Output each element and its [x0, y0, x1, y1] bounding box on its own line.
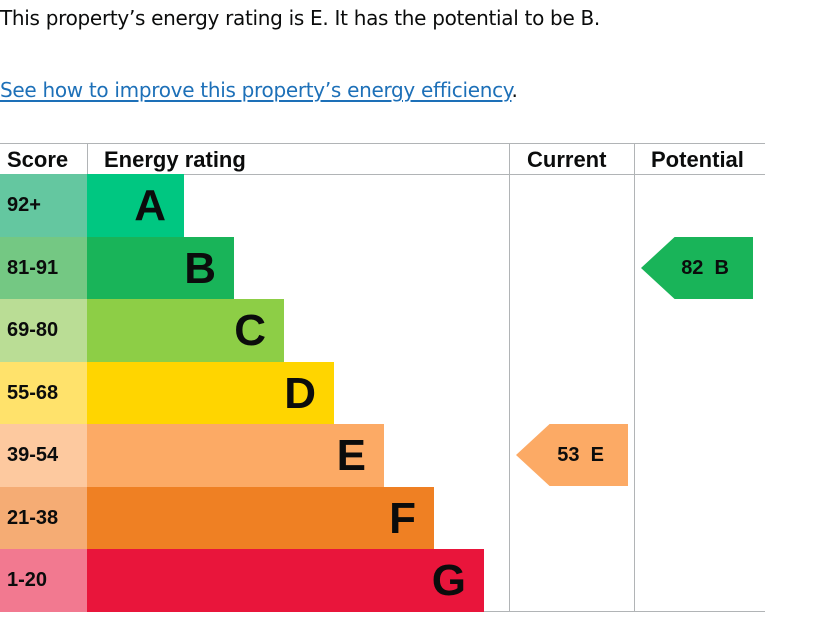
score-range: 55-68 — [0, 361, 87, 424]
band-bar-f: F — [87, 486, 434, 549]
score-range: 92+ — [0, 174, 87, 237]
bottom-border — [0, 611, 765, 612]
link-suffix: . — [511, 78, 518, 102]
improve-line: See how to improve this property’s energ… — [0, 78, 518, 102]
band-bar-e: E — [87, 424, 384, 487]
band-letter: E — [336, 431, 366, 480]
current-rating-label: 53 E — [557, 444, 604, 466]
potential-rating-label: 82 B — [681, 257, 729, 279]
header-potential: Potential — [651, 147, 744, 172]
score-range: 21-38 — [0, 486, 87, 549]
band-bar-d: D — [87, 361, 334, 424]
header-score: Score — [7, 147, 69, 172]
band-bar-b: B — [87, 236, 234, 299]
band-letter: B — [184, 243, 216, 293]
score-range: 1-20 — [0, 549, 87, 612]
band-letter: C — [234, 306, 266, 355]
band-bar-c: C — [87, 299, 284, 362]
current-rating-arrow: 53 E — [516, 424, 628, 486]
score-range: 81-91 — [0, 236, 87, 299]
band-letter: G — [431, 556, 466, 605]
improve-efficiency-link[interactable]: See how to improve this property’s energ… — [0, 78, 512, 102]
header-current: Current — [527, 147, 607, 172]
potential-rating-arrow: 82 B — [641, 237, 753, 299]
top-border — [0, 143, 765, 144]
band-bar-a: A — [87, 174, 184, 237]
energy-rating-chart: Score Energy rating Current Potential 92… — [0, 143, 765, 612]
score-range: 69-80 — [0, 299, 87, 362]
score-range: 39-54 — [0, 424, 87, 487]
header-border — [0, 174, 765, 175]
potential-divider — [634, 143, 635, 612]
rating-summary: This property’s energy rating is E. It h… — [0, 6, 600, 30]
band-letter: D — [284, 368, 316, 418]
band-letter: F — [389, 493, 416, 543]
header-energy-rating: Energy rating — [104, 147, 246, 172]
band-bar-g: G — [87, 549, 484, 612]
score-divider — [87, 143, 88, 174]
band-letter: A — [134, 181, 166, 230]
current-divider — [509, 143, 510, 612]
